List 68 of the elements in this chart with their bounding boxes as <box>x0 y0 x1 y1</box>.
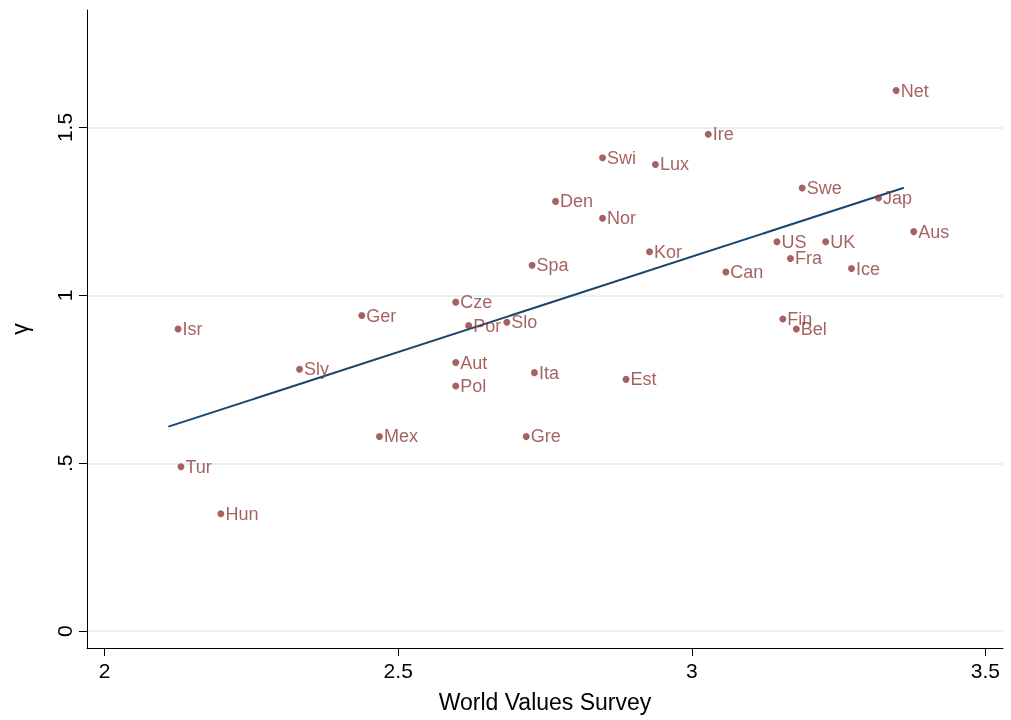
data-label: UK <box>830 231 856 252</box>
point <box>779 315 787 323</box>
point <box>217 510 225 518</box>
data-label: Swi <box>607 147 637 168</box>
point <box>599 214 607 222</box>
data-label: Est <box>630 369 657 390</box>
point <box>822 238 830 246</box>
point <box>722 268 730 276</box>
data-label: Kor <box>654 241 683 262</box>
data-label: Isr <box>182 319 203 339</box>
point <box>892 87 900 95</box>
x-axis-title: World Values Survey <box>438 688 652 715</box>
y-tick-label: 0 <box>53 625 76 638</box>
data-label: Tur <box>185 456 212 477</box>
data-label: Slo <box>511 312 538 333</box>
point <box>646 248 654 256</box>
data-label: Ita <box>538 362 560 383</box>
point <box>452 359 460 367</box>
point <box>528 261 536 269</box>
x-tick-label: 3.5 <box>970 659 1000 682</box>
y-tick-label: 1.5 <box>53 112 76 143</box>
data-label: Swe <box>806 177 842 198</box>
point <box>530 369 538 377</box>
point <box>786 254 794 262</box>
y-tick-label: .5 <box>53 454 76 473</box>
data-label: Gre <box>530 426 561 447</box>
y-axis-title: γ <box>6 322 33 335</box>
data-label: Cze <box>460 292 493 313</box>
point <box>503 318 511 326</box>
point <box>910 228 918 236</box>
point <box>177 463 185 471</box>
point <box>296 365 304 373</box>
data-label: Can <box>730 261 764 282</box>
data-label: Aus <box>918 221 950 242</box>
data-label: Jap <box>883 188 913 209</box>
point <box>651 160 659 168</box>
point <box>848 265 856 273</box>
point <box>452 382 460 390</box>
data-label: Spa <box>536 255 570 276</box>
point <box>375 432 383 440</box>
point <box>792 325 800 333</box>
y-tick-label: 1 <box>53 289 76 302</box>
data-label: Net <box>900 80 929 101</box>
data-label: Mex <box>383 426 418 447</box>
point <box>358 312 366 320</box>
x-tick-label: 2.5 <box>383 659 413 682</box>
data-label: Lux <box>659 154 689 175</box>
data-label: Den <box>560 191 594 212</box>
point <box>552 197 560 205</box>
point <box>599 154 607 162</box>
data-label: Nor <box>607 208 637 229</box>
data-label: Ice <box>856 258 881 279</box>
point <box>522 432 530 440</box>
point <box>704 130 712 138</box>
x-tick-label: 2 <box>98 659 111 682</box>
data-label: Hun <box>225 503 259 524</box>
point <box>465 322 473 330</box>
point <box>452 298 460 306</box>
point <box>622 375 630 383</box>
data-label: Sly <box>304 359 330 380</box>
point <box>773 238 781 246</box>
data-label: Ger <box>366 305 397 326</box>
data-label: Aut <box>460 352 488 373</box>
x-tick-label: 3 <box>685 659 698 682</box>
data-label: Ire <box>712 124 734 145</box>
point <box>875 194 883 202</box>
point <box>798 184 806 192</box>
data-label: Pol <box>460 376 487 397</box>
